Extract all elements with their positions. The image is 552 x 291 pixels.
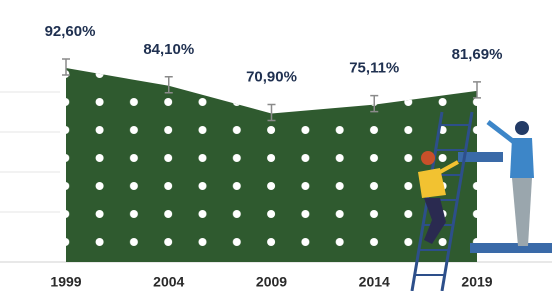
page: 92,60% 1999 84,10% 2004 70,90% 2009 75,11% 2014… xyxy=(0,0,552,291)
x-tick-label: 2004 xyxy=(153,274,184,290)
value-label: 75,11% xyxy=(349,60,399,77)
x-tick-label: 2019 xyxy=(461,274,492,290)
value-label: 84,10% xyxy=(143,41,194,58)
x-tick-label: 1999 xyxy=(50,274,81,290)
chart: 92,60% 1999 84,10% 2004 70,90% 2009 75,11% 2014… xyxy=(0,0,552,291)
value-label: 70,90% xyxy=(246,68,297,85)
x-tick-label: 2014 xyxy=(359,274,390,290)
value-label: 81,69% xyxy=(452,46,503,63)
value-label: 92,60% xyxy=(45,23,96,40)
x-tick-label: 2009 xyxy=(256,274,287,290)
dot-pattern xyxy=(66,68,477,262)
